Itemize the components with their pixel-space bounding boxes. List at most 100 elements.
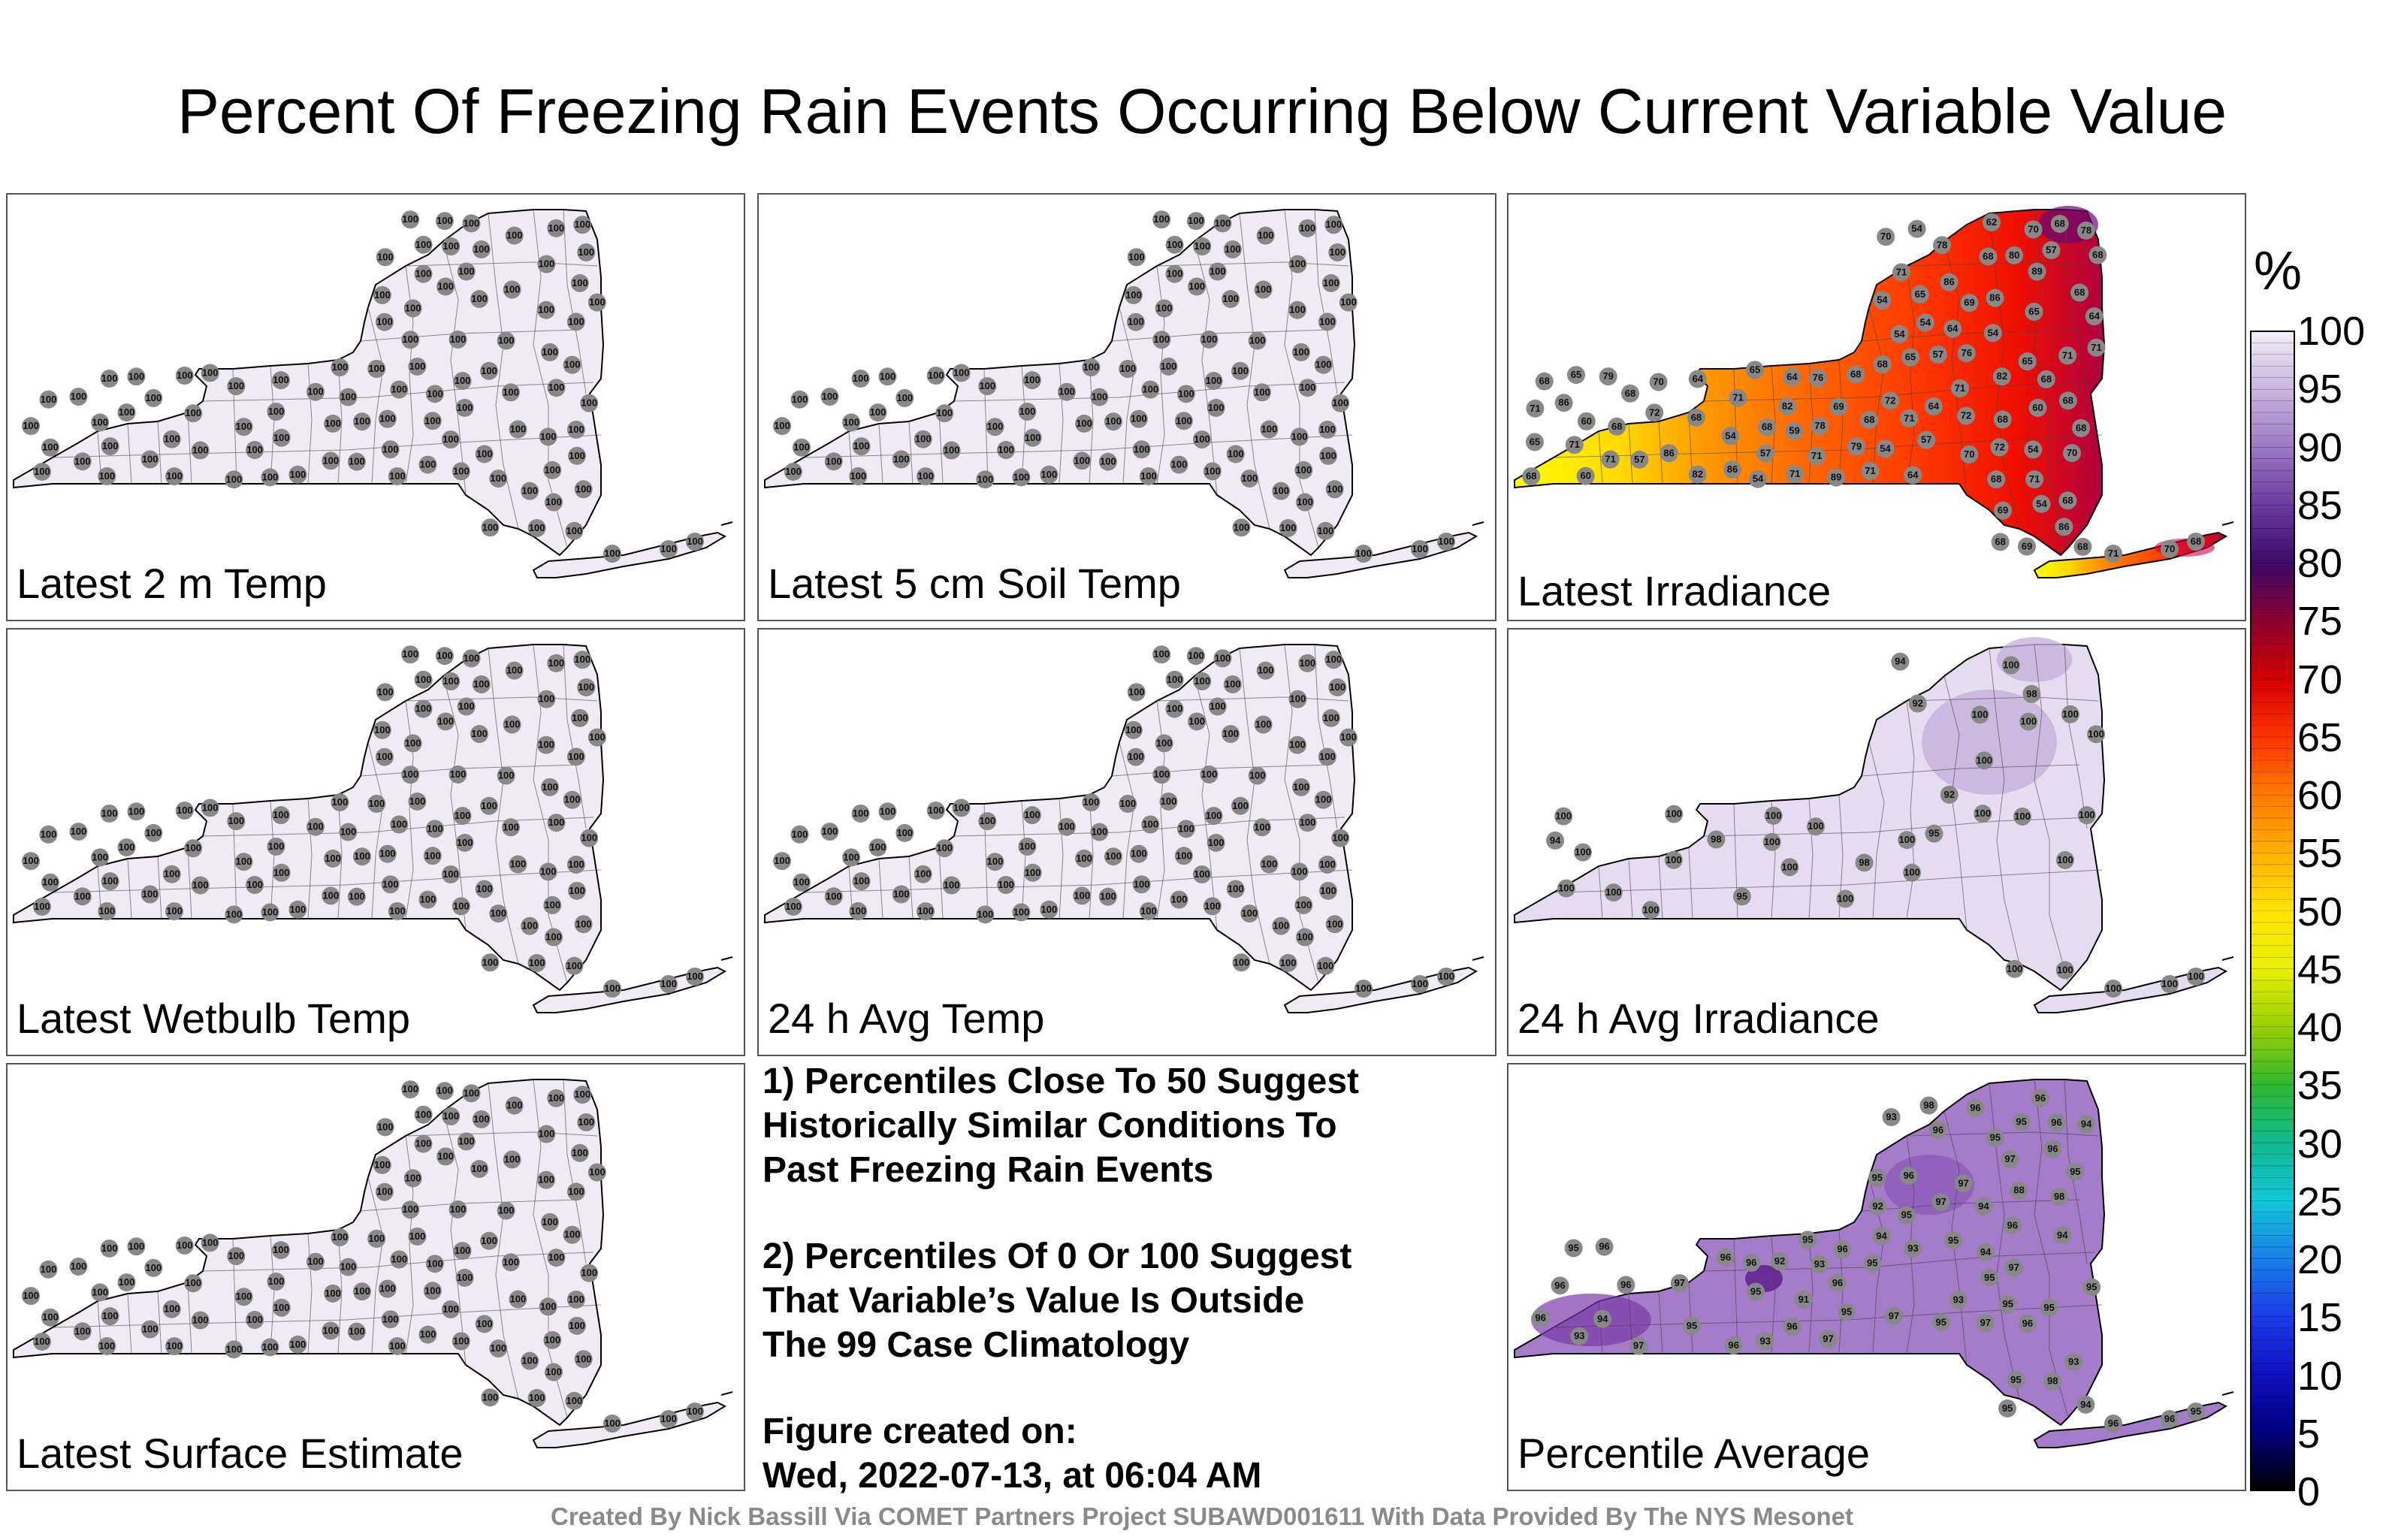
station-marker: 100 [74, 1322, 92, 1340]
station-marker: 95 [2082, 1279, 2100, 1297]
station-value: 57 [1933, 349, 1943, 360]
station-value: 100 [476, 448, 493, 459]
station-marker: 79 [1847, 437, 1865, 455]
station-value: 100 [2020, 716, 2037, 727]
station-value: 95 [1802, 1234, 1813, 1245]
station-value: 100 [185, 1277, 201, 1288]
station-value: 94 [1597, 1313, 1608, 1324]
station-marker: 100 [573, 1086, 591, 1104]
station-marker: 76 [1958, 344, 1976, 362]
station-value: 100 [503, 386, 519, 397]
station-marker: 100 [686, 1403, 704, 1421]
station-value: 100 [1228, 448, 1244, 459]
station-value: 57 [1921, 434, 1931, 445]
station-value: 100 [98, 470, 115, 482]
station-value: 100 [1323, 712, 1339, 723]
station-marker: 68 [2051, 215, 2069, 233]
station-value: 82 [1693, 469, 1703, 480]
station-value: 100 [1666, 808, 1682, 820]
station-marker: 100 [1170, 456, 1188, 474]
station-marker: 100 [820, 388, 838, 406]
station-value: 100 [405, 737, 421, 748]
station-value: 100 [1976, 754, 1992, 765]
station-value: 97 [1823, 1333, 1833, 1345]
station-marker: 100 [470, 1160, 488, 1178]
station-value: 100 [539, 1128, 555, 1140]
station-value: 100 [420, 459, 436, 470]
station-value: 79 [1851, 440, 1862, 451]
station-marker: 100 [1090, 388, 1108, 406]
station-marker: 100 [1130, 410, 1148, 428]
station-marker: 71 [1900, 409, 1918, 427]
station-value: 100 [354, 415, 370, 427]
station-marker: 68 [2058, 491, 2076, 509]
station-marker: 100 [1227, 445, 1245, 463]
station-value: 97 [2008, 1262, 2019, 1273]
station-value: 100 [660, 543, 677, 554]
station-value: 100 [545, 1366, 562, 1378]
station-value: 100 [1206, 375, 1222, 386]
station-value: 100 [987, 856, 1004, 867]
station-marker: 76 [1809, 369, 1827, 387]
station-value: 86 [1989, 292, 2000, 303]
station-marker: 100 [1012, 903, 1030, 921]
station-marker: 94 [1546, 832, 1564, 850]
station-marker: 95 [1747, 1283, 1765, 1301]
station-value: 100 [1140, 470, 1157, 482]
station-marker: 100 [537, 736, 555, 754]
station-marker: 68 [2088, 246, 2107, 264]
station-value: 100 [566, 1395, 583, 1406]
station-value: 100 [455, 375, 471, 386]
station-marker: 97 [2001, 1150, 2019, 1168]
station-value: 100 [322, 1324, 339, 1336]
station-value: 100 [564, 794, 581, 805]
station-marker: 100 [449, 765, 467, 784]
station-value: 57 [2046, 244, 2056, 255]
note-percentile-50: 1) Percentiles Close To 50 Suggest Histo… [763, 1059, 1476, 1192]
station-marker: 96 [2047, 1113, 2065, 1131]
station-value: 100 [1228, 883, 1244, 894]
station-marker: 86 [2055, 518, 2073, 536]
station-value: 57 [1760, 448, 1771, 459]
station-marker: 100 [567, 1291, 585, 1309]
station-value: 100 [569, 450, 585, 461]
station-value: 100 [166, 905, 183, 916]
station-marker: 71 [1892, 263, 1910, 281]
station-value: 92 [1774, 1255, 1785, 1267]
station-marker: 100 [1222, 725, 1240, 743]
station-value: 64 [1928, 400, 1940, 412]
station-value: 65 [2028, 306, 2039, 317]
station-marker: 100 [414, 1135, 432, 1153]
station-marker: 100 [1082, 793, 1100, 811]
station-value: 100 [481, 1235, 497, 1246]
station-value: 100 [578, 1116, 594, 1128]
station-value: 100 [1142, 383, 1158, 394]
station-value: 97 [1980, 1317, 1991, 1328]
station-marker: 100 [571, 709, 589, 727]
station-value: 95 [2002, 1403, 2013, 1414]
station-marker: 100 [1024, 429, 1042, 447]
station-value: 100 [1092, 391, 1108, 403]
station-value: 100 [405, 1172, 421, 1183]
station-value: 71 [1865, 465, 1875, 476]
station-value: 71 [2091, 342, 2101, 353]
station-value: 100 [1128, 316, 1144, 328]
station-marker: 100 [2187, 968, 2205, 986]
station-marker: 100 [1012, 468, 1030, 486]
station-marker: 100 [227, 812, 245, 830]
station-marker: 100 [528, 954, 546, 972]
station-value: 100 [34, 466, 50, 477]
station-marker: 54 [1873, 291, 1891, 310]
station-marker: 100 [454, 372, 472, 390]
station-value: 93 [1886, 1111, 1896, 1122]
station-value: 100 [177, 1240, 193, 1251]
station-marker: 100 [1073, 451, 1091, 470]
station-marker: 100 [246, 441, 264, 459]
station-value: 100 [427, 388, 443, 399]
station-value: 100 [226, 473, 243, 485]
station-marker: 64 [1925, 397, 1943, 415]
station-marker: 100 [1155, 299, 1173, 317]
colorbar-tick-label: 65 [2297, 714, 2342, 761]
island-mark [2222, 957, 2233, 960]
station-marker: 100 [470, 725, 488, 743]
